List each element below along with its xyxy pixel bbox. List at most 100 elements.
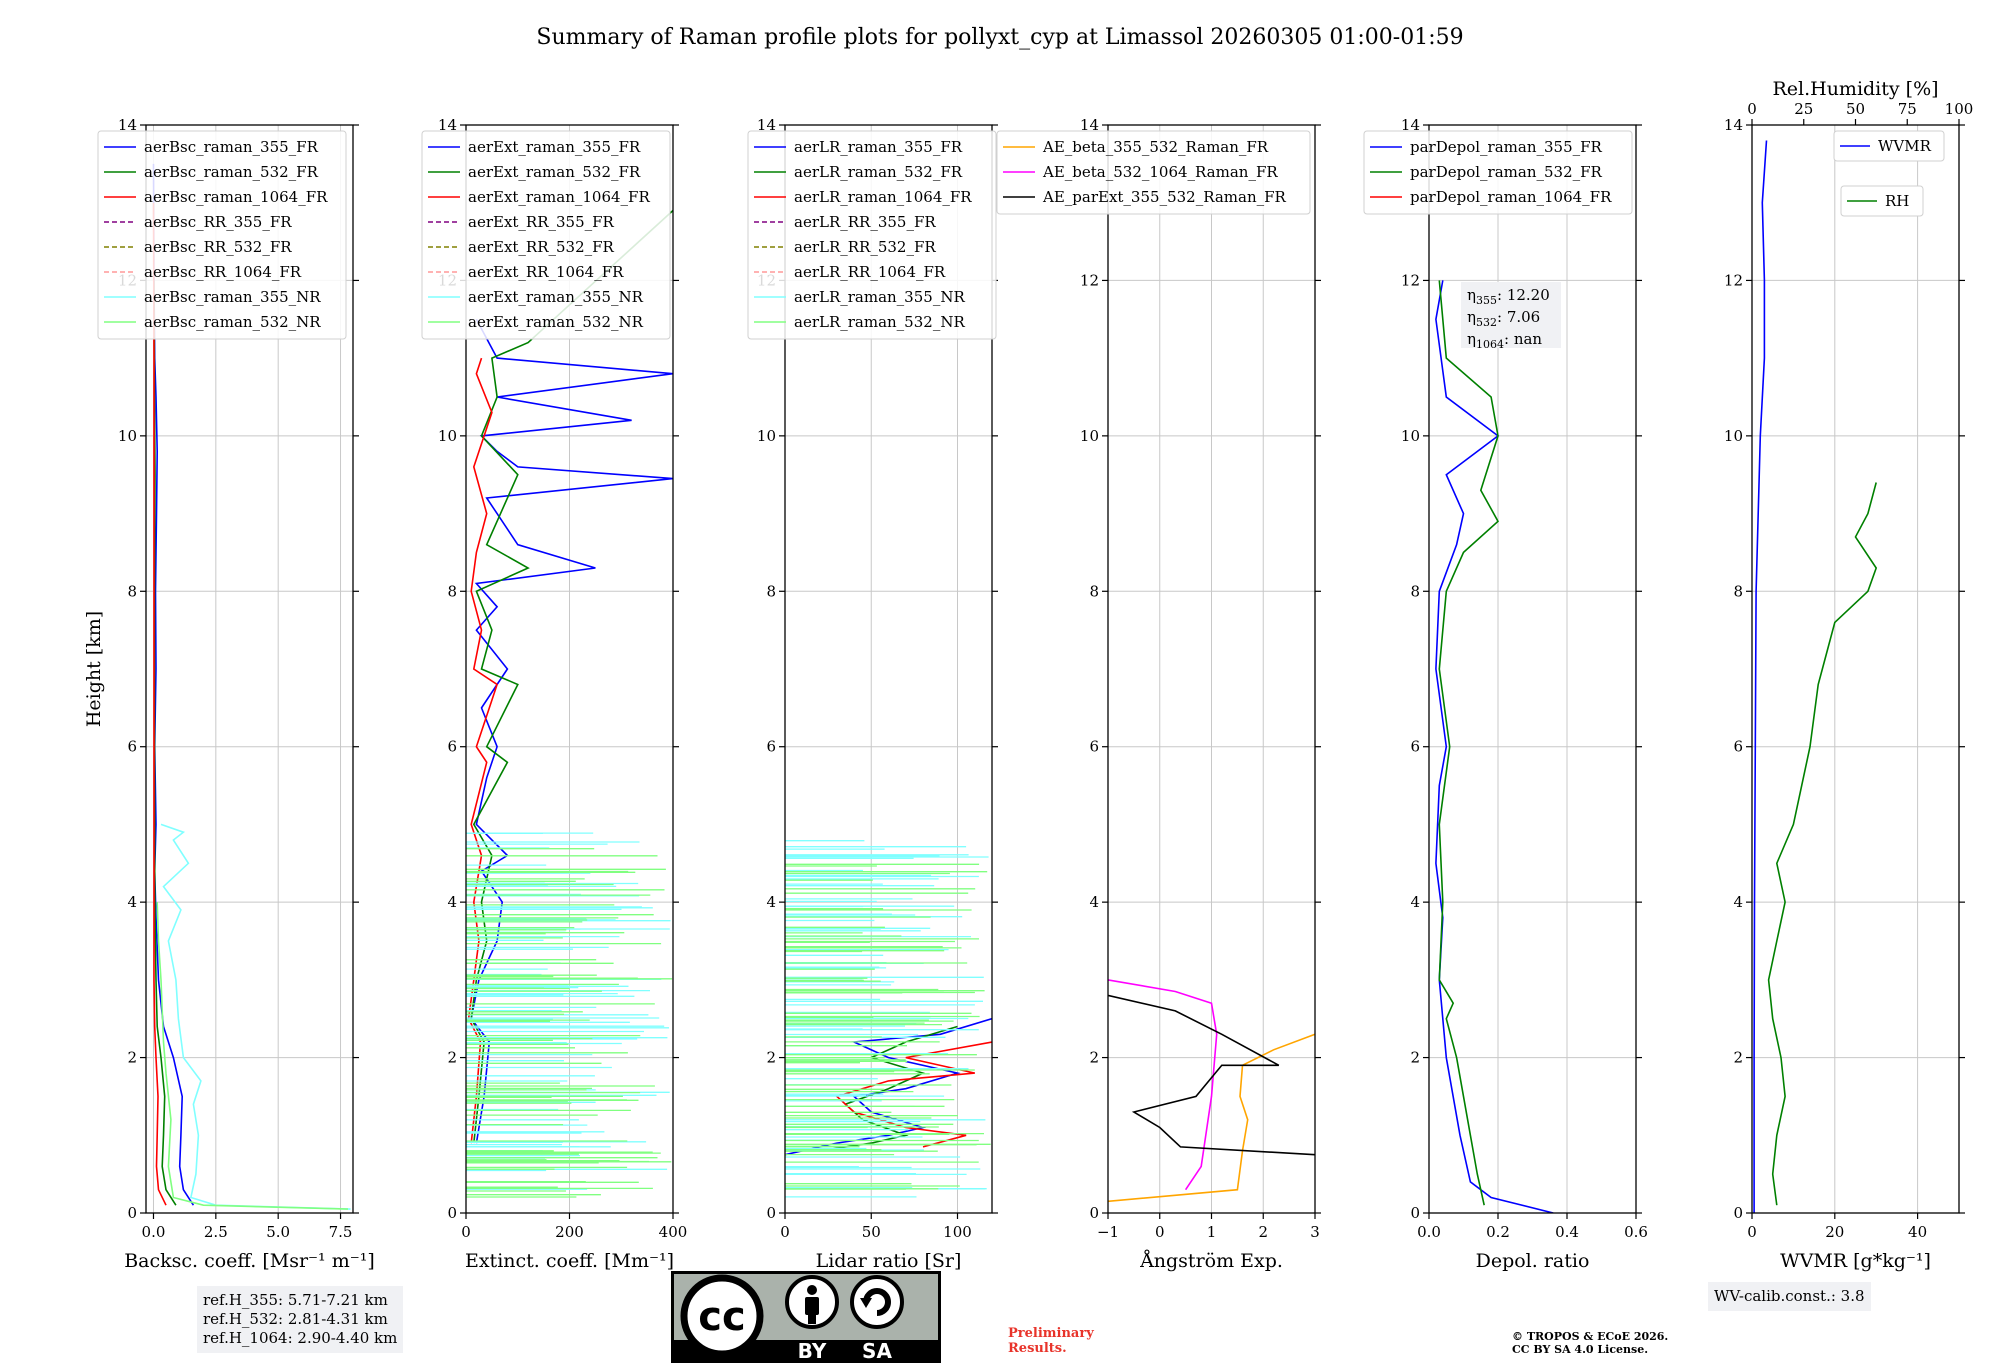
y-tick-label: 12 [1080,271,1099,289]
y-tick-label: 6 [447,738,457,756]
legend-entry: aerLR_RR_532_FR [794,238,936,256]
series-aerExt_raman_532_NR [466,848,673,1198]
eta-value: η355: 12.20 [1467,286,1550,307]
series-AE_beta_532_1064_Raman_FR [1108,979,1218,1191]
y-tick-label: 14 [757,116,776,134]
plot-area [1435,280,1554,1213]
legend-frame [1363,130,1633,215]
reference-height-box: ref.H_355: 5.71-7.21 km ref.H_532: 2.81-… [197,1286,404,1353]
y-tick-label: 8 [1089,582,1099,600]
x-tick-label: 3 [1310,1223,1320,1241]
x-tick-label: 0.0 [142,1223,166,1241]
sa-arrow-icon [863,1288,891,1316]
y-axis-label: Height [km] [83,611,105,727]
copyright-note: © TROPOS & ECoE 2026. CC BY SA 4.0 Licen… [1512,1330,1668,1356]
legend-frame [1840,185,1924,217]
legend-depol: parDepol_raman_355_FR parDepol_raman_532_… [1363,130,1633,215]
y-tick-label: 8 [127,582,137,600]
x-tick-label: 0 [461,1223,471,1241]
legend-entry: aerExt_raman_1064_FR [468,188,650,206]
legend-entry: aerExt_raman_532_NR [468,313,644,331]
cc-by-sa-badge: cc BY SA [671,1271,941,1363]
y-tick-label: 4 [766,893,776,911]
y-tick-label: 14 [1724,116,1743,134]
x-tick-label: 0 [1747,1223,1757,1241]
cc-icon [680,1274,764,1358]
y-tick-label: 6 [1089,738,1099,756]
legend-entry: aerExt_raman_532_FR [468,163,641,181]
y-tick-label: 10 [1080,427,1099,445]
x-tick-label: 20 [1825,1223,1844,1241]
y-tick-label: 10 [757,427,776,445]
cc-icon-text: cc [698,1294,745,1340]
x-tick-label: 1 [1207,1223,1217,1241]
legend-entry: aerLR_raman_1064_FR [794,188,972,206]
preliminary-line-1: Preliminary [1008,1326,1094,1341]
x-tick-label: 5.0 [266,1223,290,1241]
legend-entry: AE_beta_355_532_Raman_FR [1042,138,1269,156]
y-tick-label: 14 [1401,116,1420,134]
panel-lidar_ratio: 05010002468101214Lidar ratio [Sr]aerLR_r… [747,116,998,1272]
top-x-tick-label: 100 [1945,100,1974,118]
legend-entry: AE_parExt_355_532_Raman_FR [1042,188,1287,206]
cc-sa-label: SA [862,1339,892,1363]
y-tick-label: 14 [438,116,457,134]
x-tick-label: 2 [1258,1223,1268,1241]
series-aerLR_raman_532_NR [785,863,991,1190]
sa-arrowhead-icon [860,1298,872,1308]
legend-lidar_ratio: aerLR_raman_355_FR aerLR_raman_532_FR aerL… [747,130,997,340]
legend-entry: aerExt_RR_355_FR [468,213,615,231]
y-tick-label: 14 [1080,116,1099,134]
ref-height-532: ref.H_532: 2.81-4.31 km [203,1310,388,1328]
series-AE_beta_355_532_Raman_FR [1108,1033,1315,1203]
legend-entry: aerBsc_raman_355_FR [144,138,319,156]
y-tick-label: 2 [1410,1049,1420,1067]
x-axis-label: Depol. ratio [1476,1250,1590,1272]
ref-height-355: ref.H_355: 5.71-7.21 km [203,1291,388,1309]
top-x-tick-label: 75 [1898,100,1917,118]
panel-extinction: 020040002468101214Extinct. coeff. [Mm⁻¹]… [421,116,687,1272]
x-tick-label: 0.4 [1555,1223,1579,1241]
y-tick-label: 6 [1733,738,1743,756]
top-x-tick-label: 50 [1846,100,1865,118]
y-tick-label: 8 [766,582,776,600]
y-tick-label: 2 [127,1049,137,1067]
x-tick-label: 200 [555,1223,584,1241]
y-tick-label: 0 [127,1204,137,1222]
by-person-legs-icon [808,1314,816,1324]
copyright-line-2: CC BY SA 4.0 License. [1512,1343,1649,1356]
y-tick-label: 2 [447,1049,457,1067]
legend-entry: aerLR_RR_355_FR [794,213,936,231]
legend-frame [1833,130,1945,162]
axes-frame [1428,124,1637,1214]
x-axis-label: Extinct. coeff. [Mm⁻¹] [465,1250,674,1272]
legend-wvmr: WVMR RH [1833,130,1945,217]
legend-frame [996,130,1311,215]
x-tick-label: 0.6 [1624,1223,1648,1241]
sa-icon [850,1275,904,1329]
series-parDepol_raman_532_FR [1438,280,1500,1206]
ref-height-1064: ref.H_1064: 2.90-4.40 km [203,1329,398,1347]
top-x-tick-label: 25 [1794,100,1813,118]
series-aerBsc_raman_355_NR [160,823,351,1210]
legend-entry: parDepol_raman_532_FR [1410,163,1603,181]
y-tick-label: 0 [1089,1204,1099,1222]
x-tick-label: 0.0 [1417,1223,1441,1241]
x-axis-label: WVMR [g*kg⁻¹] [1780,1250,1931,1272]
series-aerExt_raman_532_FR [470,209,673,1144]
y-tick-label: 2 [1089,1049,1099,1067]
cc-by-label: BY [798,1339,827,1363]
legend-extinction: aerExt_raman_355_FR aerExt_raman_532_FRae… [421,130,671,340]
x-axis-label: Backsc. coeff. [Msr⁻¹ m⁻¹] [124,1250,375,1272]
y-tick-label: 0 [1410,1204,1420,1222]
panel-backscatter: 0.02.55.07.502468101214Backsc. coeff. [M… [83,116,375,1272]
legend-entry: aerBsc_raman_1064_FR [144,188,328,206]
legend-entry: aerBsc_raman_532_FR [144,163,319,181]
legend-entry: aerExt_RR_1064_FR [468,263,624,281]
panels: 0.02.55.07.502468101214Backsc. coeff. [M… [83,78,1973,1272]
plot-area [466,209,673,1198]
plot-area [152,163,351,1210]
